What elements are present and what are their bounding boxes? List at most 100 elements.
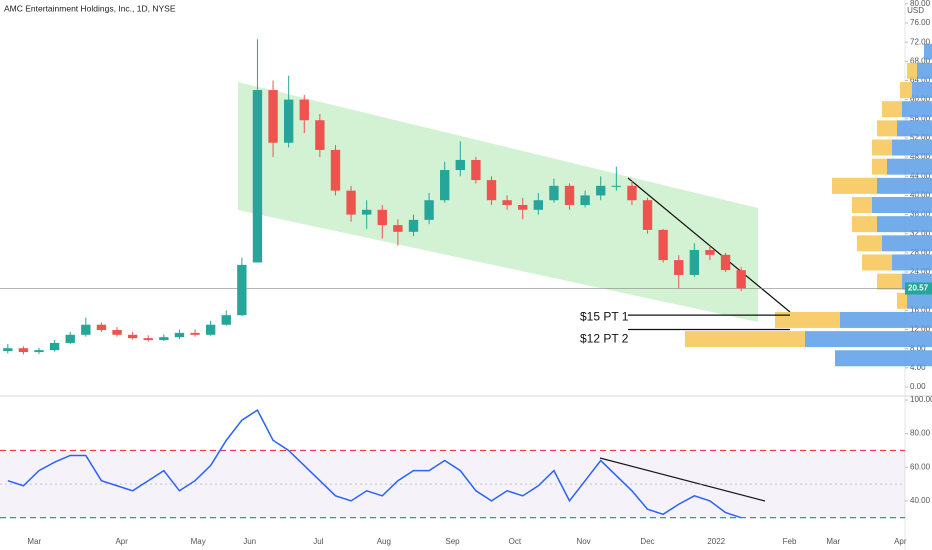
candle-body xyxy=(393,225,403,232)
y-tick-label: 32.00 xyxy=(910,229,931,238)
y-tick-label: 40.00 xyxy=(910,496,931,505)
candle-body xyxy=(143,338,153,341)
volume-profile-down xyxy=(840,311,932,328)
rsi-line xyxy=(7,409,742,519)
candle-body xyxy=(549,185,559,201)
candle-body xyxy=(330,149,341,191)
volume-profile-up xyxy=(897,292,907,309)
volume-profile-up xyxy=(852,216,877,233)
candle-body xyxy=(3,348,13,352)
volume-profile-up xyxy=(872,158,887,175)
candle-body xyxy=(627,185,637,201)
volume-profile-down xyxy=(887,158,932,175)
y-tick-label: 68.00 xyxy=(910,56,931,65)
x-tick-label: Feb xyxy=(783,537,797,546)
candle-body xyxy=(720,254,731,271)
y-tick-label: 4.00 xyxy=(910,363,926,372)
candle-body xyxy=(455,159,465,171)
candle-body xyxy=(471,159,481,181)
target-label: $15 PT 1 xyxy=(580,309,629,323)
y-tick-label: 0.00 xyxy=(910,382,926,391)
x-tick-label: May xyxy=(191,537,206,546)
volume-profile-up xyxy=(832,177,877,194)
candle-body xyxy=(283,99,294,143)
candle-body xyxy=(502,200,512,205)
rsi-trend-line xyxy=(599,457,766,502)
x-tick-label: Oct xyxy=(509,537,522,546)
candle-body xyxy=(642,200,653,230)
candle-body xyxy=(377,209,387,226)
candle-body xyxy=(736,270,746,289)
volume-profile-down xyxy=(907,292,932,309)
candle-body xyxy=(674,260,684,275)
x-tick-label: Apr xyxy=(894,537,907,546)
candle-body xyxy=(65,334,75,343)
candle-body xyxy=(689,250,700,275)
volume-profile-up xyxy=(877,273,902,290)
candle-body xyxy=(221,315,231,325)
x-tick-label: Mar xyxy=(27,537,41,546)
x-tick-label: Dec xyxy=(640,537,654,546)
candle-body xyxy=(127,334,138,339)
volume-profile-down xyxy=(835,350,932,367)
candle-body xyxy=(190,332,200,335)
volume-profile-up xyxy=(882,101,902,118)
volume-profile-down xyxy=(892,139,932,156)
candle-body xyxy=(96,324,107,331)
volume-profile-down xyxy=(877,216,932,233)
volume-profile-up xyxy=(852,196,872,213)
candle-body xyxy=(81,324,91,335)
y-tick-label: 72.00 xyxy=(910,37,931,46)
volume-profile-up xyxy=(877,120,897,137)
volume-profile-up xyxy=(685,331,805,348)
candle-body xyxy=(346,190,356,215)
y-tick-label: 44.00 xyxy=(910,171,931,180)
volume-profile-up xyxy=(907,62,917,79)
volume-profile-up xyxy=(900,82,912,99)
candle-body xyxy=(49,342,60,351)
candle-body xyxy=(18,348,29,353)
candle-body xyxy=(518,204,528,210)
volume-profile-up xyxy=(862,254,892,271)
volume-profile-down xyxy=(872,196,932,213)
candle-body xyxy=(174,332,185,338)
y-tick-label: 40.00 xyxy=(910,191,931,200)
y-tick-label: 36.00 xyxy=(910,210,931,219)
candle-body xyxy=(564,185,575,205)
x-tick-label: 2022 xyxy=(707,537,725,546)
x-tick-label: Aug xyxy=(377,537,391,546)
y-tick-label: 76.00 xyxy=(910,18,931,27)
last-price-tag xyxy=(905,282,932,295)
currency: USD xyxy=(907,6,924,15)
price-channel xyxy=(238,82,758,322)
candle-body xyxy=(237,264,247,316)
y-tick-label: 80.00 xyxy=(910,429,931,438)
candle-body xyxy=(533,200,543,210)
y-tick-label: 60.00 xyxy=(910,95,931,104)
y-tick-label: 80.00 xyxy=(910,0,931,8)
volume-profile-up xyxy=(872,139,892,156)
volume-profile-down xyxy=(805,331,932,348)
candle-body xyxy=(34,350,44,353)
last-price-label: 20.57 xyxy=(908,284,929,293)
candle-body xyxy=(299,99,309,121)
x-tick-label: Jul xyxy=(313,537,323,546)
candle-body xyxy=(408,219,419,232)
y-tick-label: 12.00 xyxy=(910,325,931,334)
candle-body xyxy=(112,330,122,335)
candle-body xyxy=(159,337,169,341)
candle-body xyxy=(658,229,668,261)
candle-body xyxy=(580,195,590,205)
y-tick-label: 60.00 xyxy=(910,462,931,471)
x-tick-label: Nov xyxy=(576,537,590,546)
candle-body xyxy=(440,170,450,201)
y-tick-label: 56.00 xyxy=(910,114,931,123)
volume-profile-down xyxy=(897,120,932,137)
target-label: $12 PT 2 xyxy=(580,332,629,346)
y-tick-label: 8.00 xyxy=(910,344,926,353)
y-tick-label: 100.00 xyxy=(910,395,932,404)
x-tick-label: Jun xyxy=(243,537,256,546)
candle-body xyxy=(362,209,372,215)
candle-body xyxy=(424,200,434,220)
